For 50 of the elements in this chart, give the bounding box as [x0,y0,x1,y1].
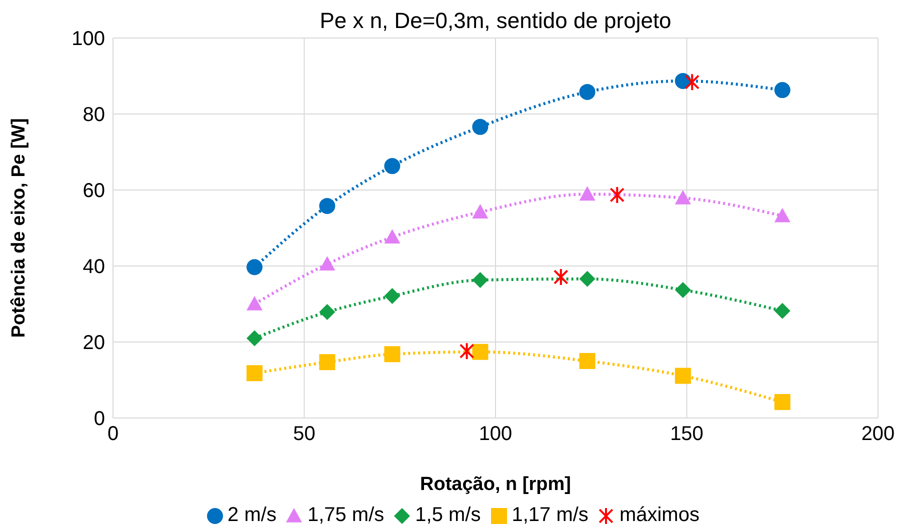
point [319,198,336,214]
y-tick-label: 100 [72,28,105,50]
x-axis-title: Rotação, n [rpm] [420,474,571,495]
y-tick-label: 0 [94,408,105,430]
point [472,272,488,288]
legend-label: 1,5 m/s [415,504,481,527]
point [579,84,596,100]
y-tick-label: 60 [82,180,105,202]
point [472,118,488,135]
point [459,342,474,360]
point [384,229,400,244]
x-tick-label: 100 [478,423,512,446]
legend-label: máximos [619,504,700,527]
point [774,394,790,410]
legend-label: 2 m/s [228,504,276,527]
point [319,304,336,320]
point [774,82,790,98]
y-tick-label: 40 [82,256,105,278]
point [319,354,336,370]
x-tick-label: 200 [861,423,895,446]
legend-label: 1,17 m/s [512,504,588,527]
y-tick-label: 80 [82,104,105,126]
point [384,346,400,362]
legend-label: 1,75 m/s [307,504,384,527]
x-tick-label: 0 [107,423,119,446]
point [579,353,596,369]
point [674,190,691,204]
point [774,208,790,222]
point [554,268,568,286]
point [579,186,596,201]
point [472,344,488,360]
point [384,158,400,174]
point [610,186,625,204]
x-tick-label: 150 [670,423,704,446]
point [579,270,596,287]
point [774,302,790,319]
point [246,365,263,382]
point [246,330,263,346]
y-axis-title: Potência de eixo, Pe [W] [8,118,30,338]
x-tick-label: 50 [293,423,316,446]
point [246,296,263,310]
point [674,368,691,384]
y-tick-label: 20 [82,332,105,354]
point [472,204,488,218]
point [384,288,400,304]
chart-title: Pe x n, De=0,3m, sentido de projeto [318,8,672,34]
point [674,282,691,298]
point [246,259,263,276]
point [684,73,700,92]
point [319,256,336,270]
